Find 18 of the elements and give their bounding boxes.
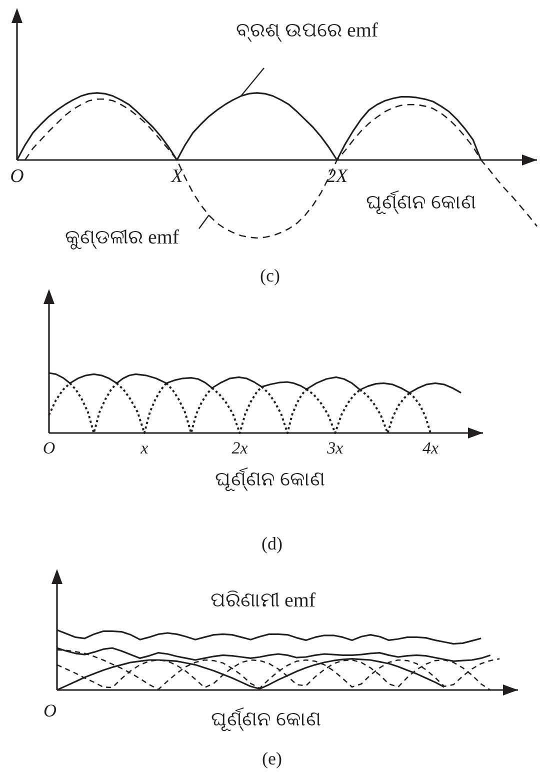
x-axis-title: ଘୂର୍ଣ୍ଣନ କୋଣ: [215, 467, 325, 492]
text: (c): [260, 266, 280, 286]
x-tick-label: O: [10, 166, 24, 187]
text: ବ୍ରଶ୍ ଉପରେ emf: [236, 19, 378, 42]
x-axis-title: ଘୂର୍ଣ୍ଣନ କୋଣ: [366, 190, 476, 216]
text: O: [44, 700, 56, 721]
x-tick-label: 2X: [326, 166, 349, 187]
x-tick-label: 2x: [232, 438, 248, 458]
x-axis-title: ଘୂର୍ଣ୍ଣନ କୋଣ: [211, 707, 321, 732]
text: (d): [262, 534, 282, 554]
x-tick-label: X: [170, 166, 184, 187]
x-tick-label: x: [140, 438, 149, 458]
text: (e): [262, 748, 282, 769]
x-tick-label: O: [42, 438, 56, 458]
x-tick-label: 3x: [326, 438, 344, 458]
series-label: ପରିଣାମୀ emf: [210, 589, 316, 612]
x-tick-label: 4x: [422, 438, 440, 458]
series-label: କୁଣ୍ଡଳୀର emf: [64, 226, 180, 250]
